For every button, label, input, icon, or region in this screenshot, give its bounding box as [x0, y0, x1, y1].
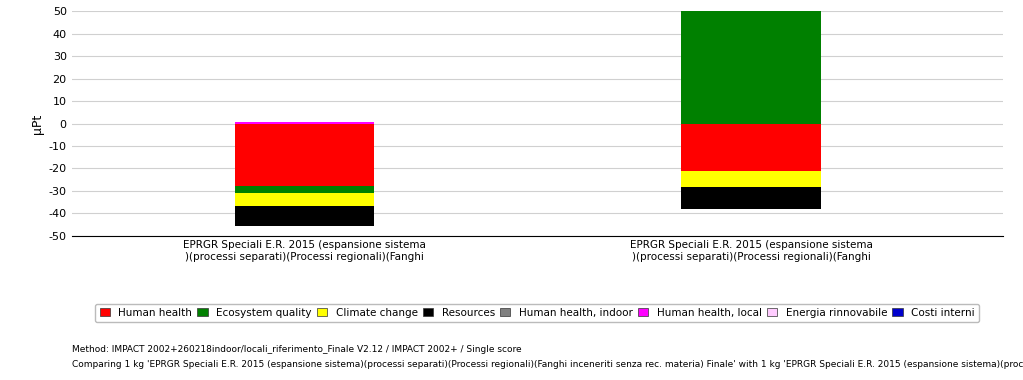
Bar	[234, 124, 374, 186]
Y-axis label: μPt: μPt	[32, 113, 44, 134]
Bar	[681, 187, 821, 209]
Bar	[234, 206, 374, 225]
Bar	[681, 171, 821, 187]
Text: Method: IMPACT 2002+260218indoor/locali_riferimento_Finale V2.12 / IMPACT 2002+ : Method: IMPACT 2002+260218indoor/locali_…	[72, 345, 522, 353]
Text: Comparing 1 kg 'EPRGR Speciali E.R. 2015 (espansione sistema)(processi separati): Comparing 1 kg 'EPRGR Speciali E.R. 2015…	[72, 360, 1023, 369]
Bar	[681, 10, 821, 11]
Bar	[234, 186, 374, 193]
Bar	[681, 11, 821, 124]
Legend: Human health, Ecosystem quality, Climate change, Resources, Human health, indoor: Human health, Ecosystem quality, Climate…	[95, 304, 979, 322]
Bar	[234, 193, 374, 206]
Bar	[681, 124, 821, 171]
Bar	[234, 122, 374, 124]
